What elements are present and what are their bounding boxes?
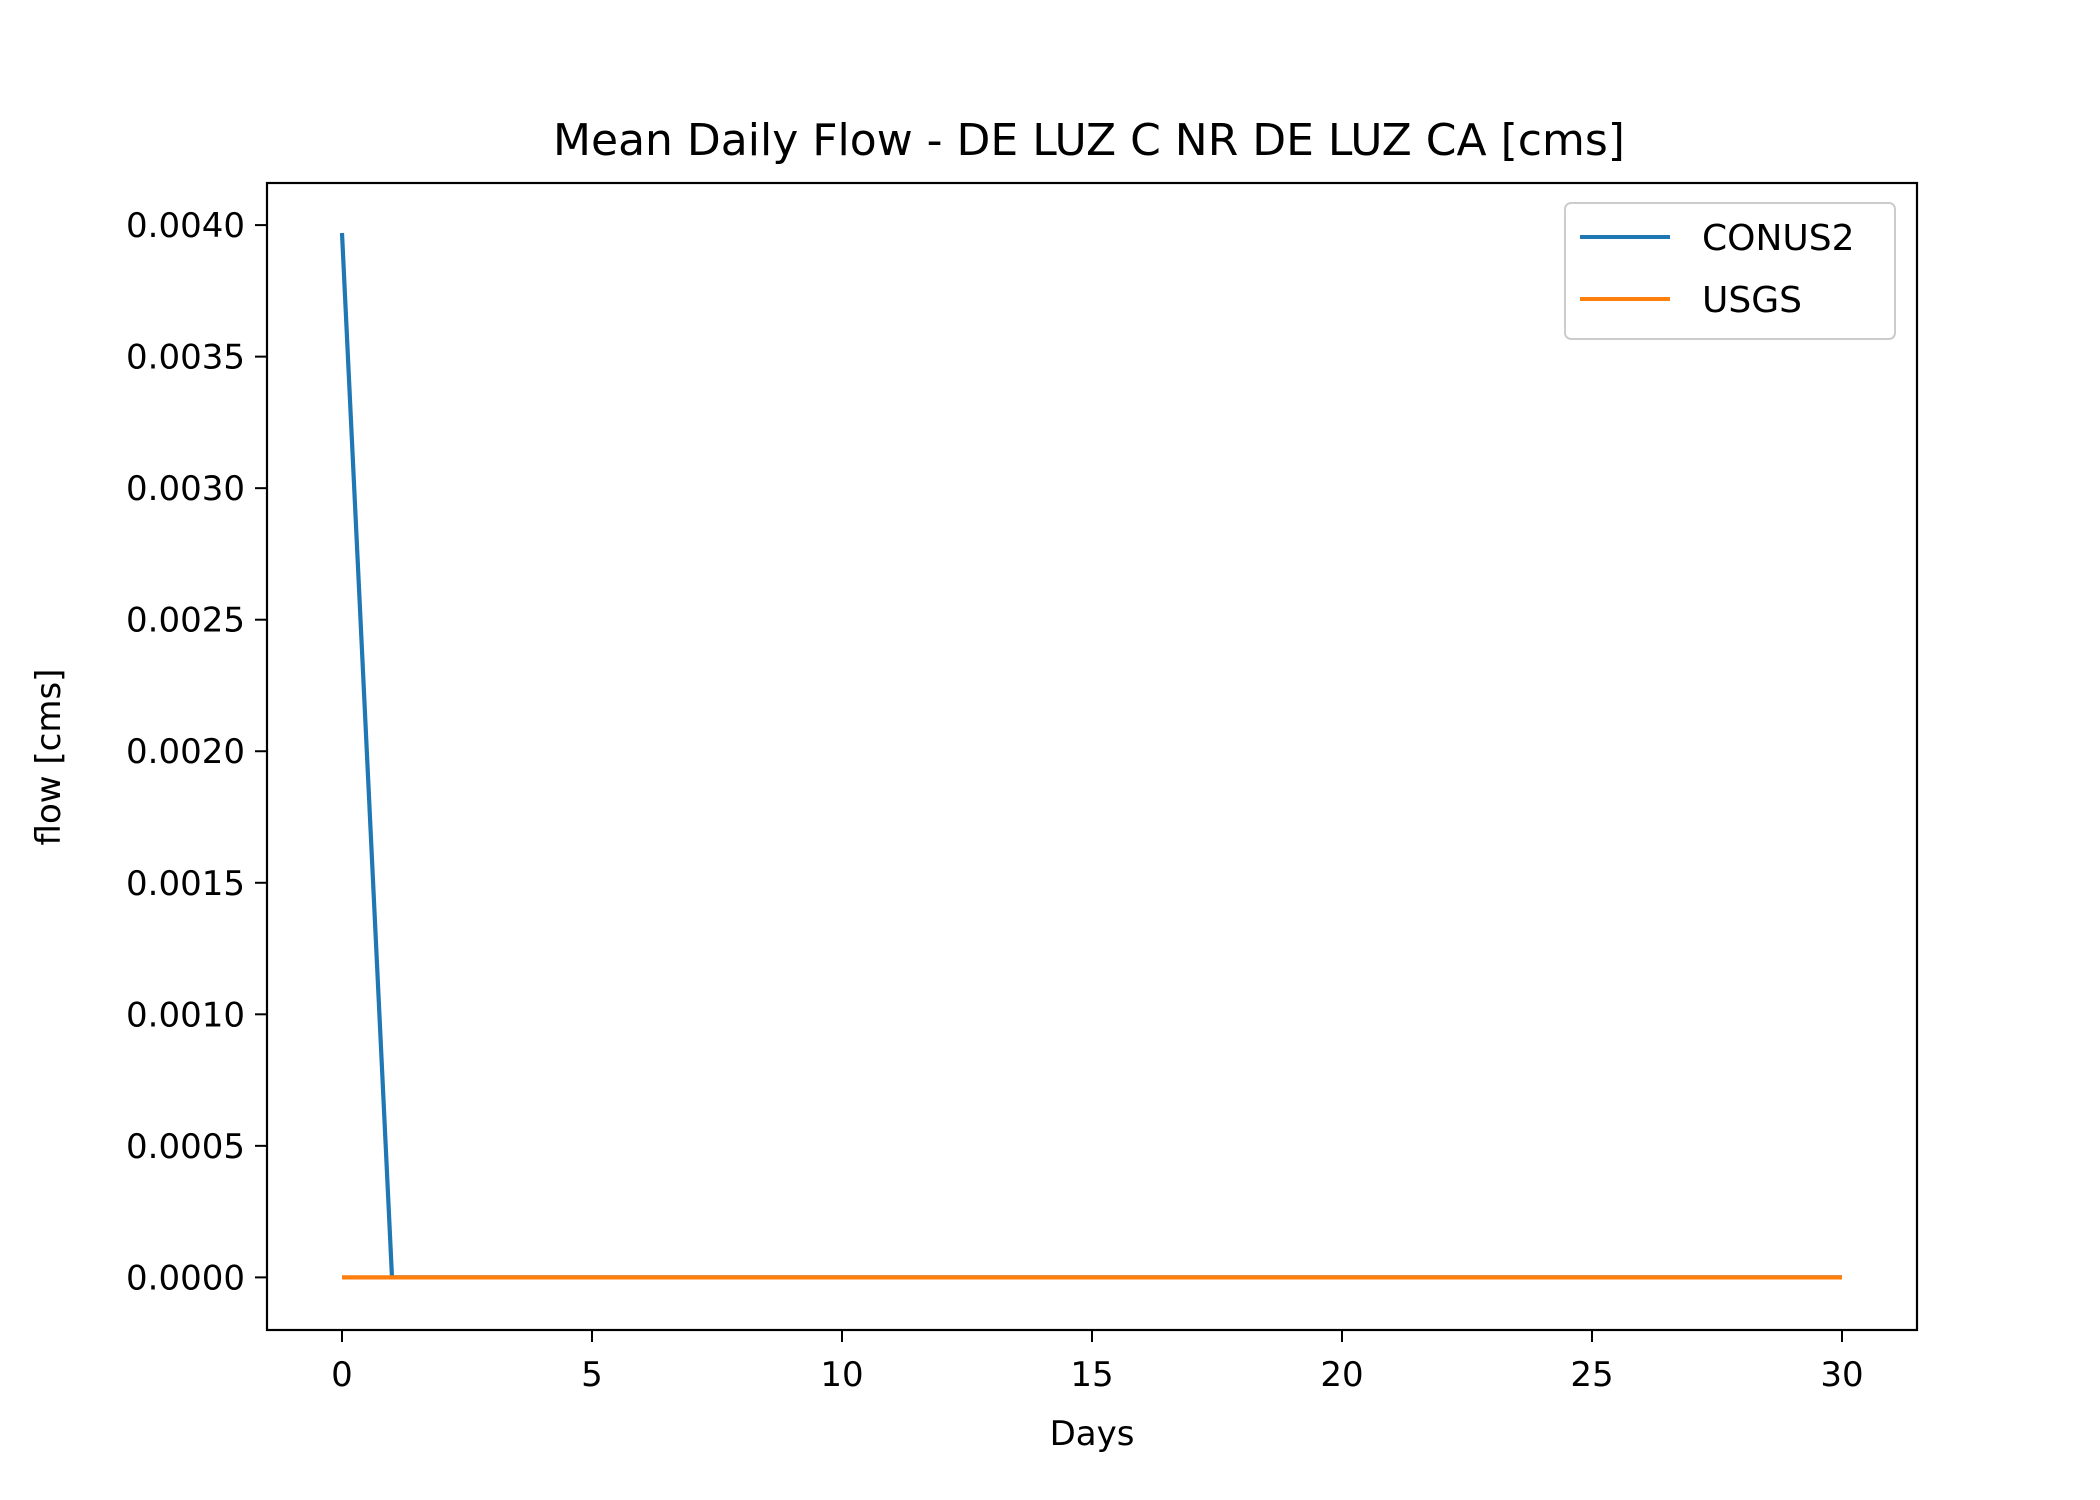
y-tick-label: 0.0000 xyxy=(126,1258,245,1298)
y-axis: 0.0000 0.0005 0.0010 0.0015 0.0020 0.0025 0.00… xyxy=(126,206,267,1298)
x-tick-label: 20 xyxy=(1320,1355,1363,1395)
legend-label-conus2: CONUS2 xyxy=(1702,218,1855,259)
y-tick-label: 0.0040 xyxy=(126,206,245,246)
y-tick-label: 0.0025 xyxy=(126,601,245,641)
legend-label-usgs: USGS xyxy=(1702,280,1802,321)
plot-area xyxy=(267,183,1917,1330)
x-axis: 0 5 10 15 20 25 30 xyxy=(331,1330,1864,1395)
y-tick-label: 0.0010 xyxy=(126,995,245,1035)
y-tick-label: 0.0030 xyxy=(126,469,245,509)
y-tick-label: 0.0015 xyxy=(126,864,245,904)
x-tick-label: 5 xyxy=(581,1355,603,1395)
x-tick-label: 15 xyxy=(1070,1355,1113,1395)
chart-title: Mean Daily Flow - DE LUZ C NR DE LUZ CA … xyxy=(553,115,1625,166)
y-tick-label: 0.0035 xyxy=(126,338,245,378)
y-axis-label: flow [cms] xyxy=(29,669,69,846)
series-layer xyxy=(339,232,1842,1280)
x-tick-label: 30 xyxy=(1820,1355,1863,1395)
legend: CONUS2 USGS xyxy=(1564,202,1896,340)
y-tick-label: 0.0005 xyxy=(126,1127,245,1167)
y-tick-label: 0.0020 xyxy=(126,732,245,772)
x-tick-label: 0 xyxy=(331,1355,353,1395)
x-tick-label: 10 xyxy=(820,1355,863,1395)
x-tick-label: 25 xyxy=(1570,1355,1613,1395)
x-axis-label: Days xyxy=(1050,1414,1135,1454)
